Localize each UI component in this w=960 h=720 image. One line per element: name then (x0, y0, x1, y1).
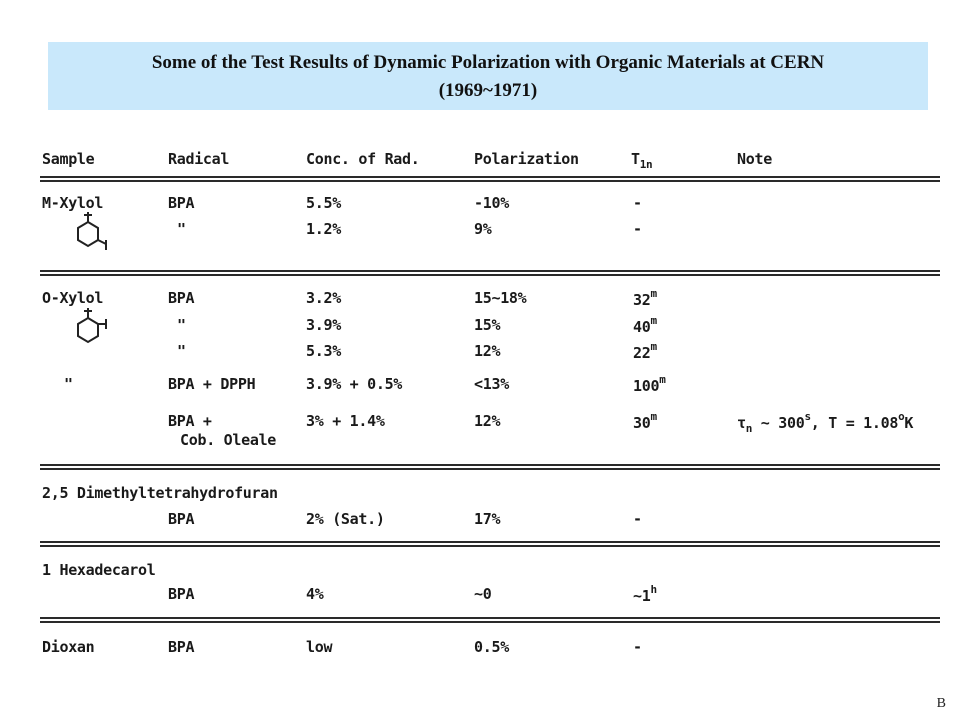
cell-t1n: 22m (633, 340, 657, 362)
cell-conc: 1.2% (306, 220, 341, 238)
header-t1n: T1n (631, 150, 653, 171)
header-polarization: Polarization (474, 150, 579, 168)
cell-t1n: - (633, 220, 642, 238)
cell-conc: 3.9% + 0.5% (306, 375, 403, 393)
cell-polarization: 12% (474, 412, 501, 430)
cell-t1n: ~1h (633, 583, 657, 605)
section-rule (40, 270, 940, 272)
sample-m-xylol: M-Xylol (42, 194, 104, 212)
title-banner: Some of the Test Results of Dynamic Pola… (48, 42, 928, 110)
cell-polarization: 15~18% (474, 289, 527, 307)
header-rule-bottom (40, 180, 940, 182)
cell-radical: BPA (168, 585, 195, 603)
cell-polarization: 17% (474, 510, 501, 528)
cell-radical-ditto: " (177, 220, 186, 238)
cell-radical-cont: Cob. Oleale (180, 431, 277, 449)
title-line-1: Some of the Test Results of Dynamic Pola… (151, 52, 825, 73)
cell-polarization: 12% (474, 342, 501, 360)
cell-radical: BPA + DPPH (168, 375, 256, 393)
cell-t1n: - (633, 638, 642, 656)
cell-conc: 5.5% (306, 194, 341, 212)
cell-conc: 5.3% (306, 342, 341, 360)
cell-conc: 2% (Sat.) (306, 510, 385, 528)
cell-radical-ditto: " (177, 342, 186, 360)
cell-polarization: ~0 (474, 585, 492, 603)
o-xylene-structure-icon (77, 308, 107, 344)
cell-t1n: 32m (633, 287, 657, 309)
cell-conc: 3.9% (306, 316, 341, 334)
section-rule (40, 541, 940, 543)
header-sample: Sample (42, 150, 95, 168)
section-rule (40, 621, 940, 623)
cell-t1n: 100m (633, 373, 666, 395)
cell-radical: BPA (168, 194, 195, 212)
section-rule (40, 468, 940, 470)
cell-sample-ditto: " (64, 375, 73, 393)
section-rule (40, 464, 940, 466)
section-rule (40, 545, 940, 547)
sample-dioxan: Dioxan (42, 638, 95, 656)
cell-polarization: 9% (474, 220, 492, 238)
cell-radical: BPA (168, 289, 195, 307)
cell-radical-ditto: " (177, 316, 186, 334)
sample-dimethyltetrahydrofuran: 2,5 Dimethyltetrahydrofuran (42, 484, 278, 502)
cell-conc: low (306, 638, 333, 656)
sample-o-xylol: O-Xylol (42, 289, 104, 307)
cell-polarization: 0.5% (474, 638, 509, 656)
cell-polarization: <13% (474, 375, 509, 393)
cell-radical: BPA + (168, 412, 212, 430)
cell-t1n: - (633, 510, 642, 528)
cell-t1n: - (633, 194, 642, 212)
cell-note: τn ~ 300s, T = 1.08oK (737, 410, 914, 435)
cell-polarization: 15% (474, 316, 501, 334)
footer-mark: B (936, 696, 946, 711)
header-note: Note (737, 150, 772, 168)
header-conc: Conc. of Rad. (306, 150, 420, 168)
sample-hexadecarol: 1 Hexadecarol (42, 561, 156, 579)
cell-conc: 4% (306, 585, 324, 603)
cell-radical: BPA (168, 510, 195, 528)
cell-t1n: 30m (633, 410, 657, 432)
m-xylene-structure-icon (77, 212, 107, 250)
cell-t1n: 40m (633, 314, 657, 336)
cell-conc: 3% + 1.4% (306, 412, 385, 430)
section-rule (40, 617, 940, 619)
cell-polarization: -10% (474, 194, 509, 212)
cell-radical: BPA (168, 638, 195, 656)
section-rule (40, 274, 940, 276)
header-radical: Radical (168, 150, 230, 168)
title-line-2: (1969~1971) (438, 80, 538, 101)
header-rule-top (40, 176, 940, 178)
cell-conc: 3.2% (306, 289, 341, 307)
